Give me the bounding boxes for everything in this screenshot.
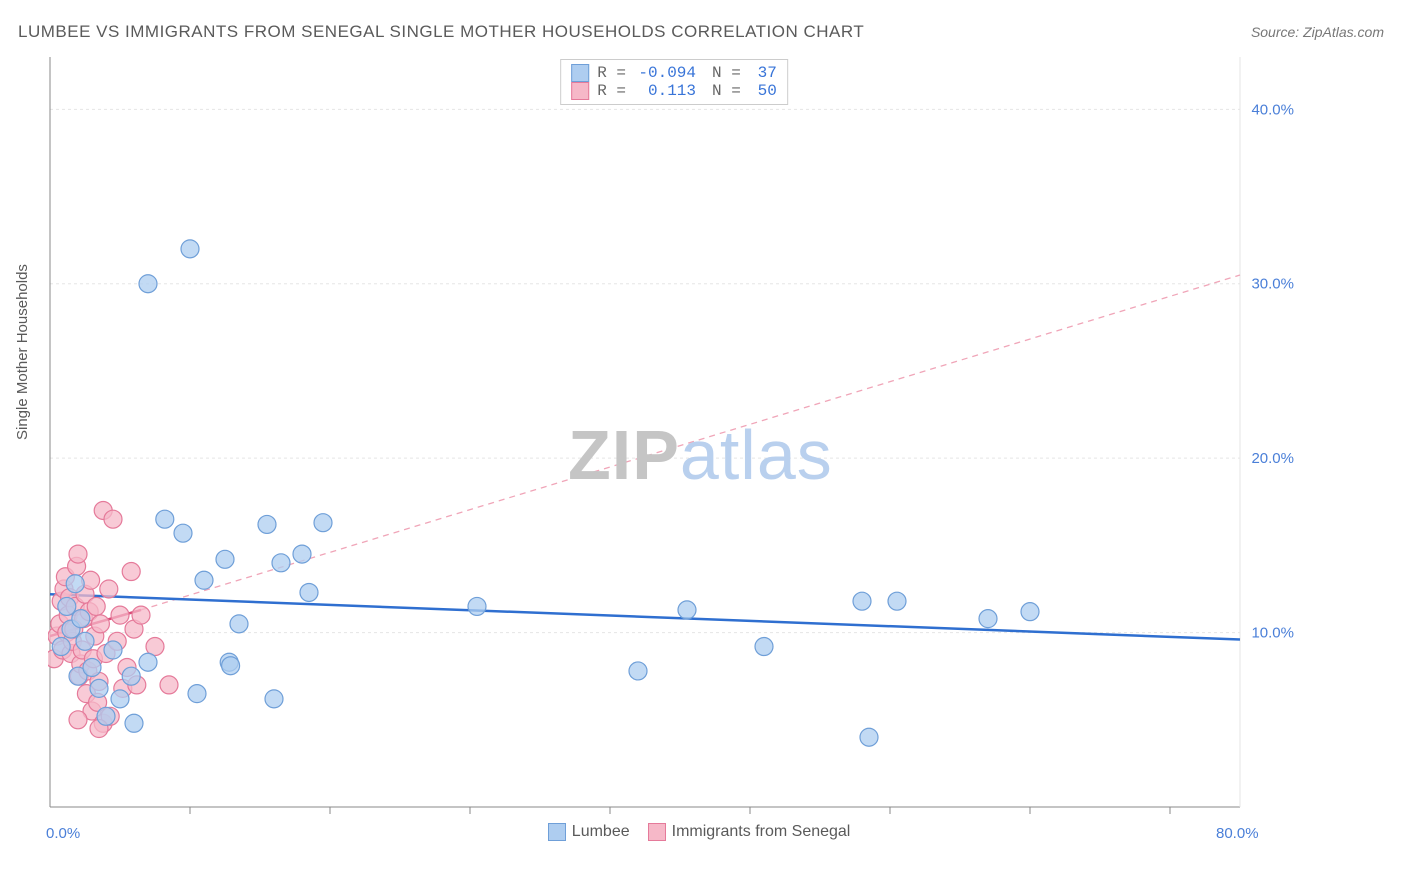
x-axis-max-label: 80.0% (1216, 825, 1259, 842)
swatch-senegal-icon (648, 823, 666, 841)
svg-text:30.0%: 30.0% (1251, 276, 1294, 293)
swatch-senegal-icon (571, 82, 589, 100)
legend-label: Lumbee (572, 823, 630, 841)
series-legend: Lumbee Immigrants from Senegal (548, 823, 851, 841)
plot-area: 10.0% 20.0% 30.0% 40.0% R = -0.094 N = 37 R… (48, 55, 1300, 837)
stats-row-lumbee: R = -0.094 N = 37 (571, 64, 777, 82)
r-value: -0.094 (632, 64, 696, 82)
swatch-lumbee-icon (571, 64, 589, 82)
n-label: N = (712, 64, 741, 82)
n-value: 37 (747, 64, 777, 82)
chart-title: LUMBEE VS IMMIGRANTS FROM SENEGAL SINGLE… (18, 22, 864, 42)
source-attribution: Source: ZipAtlas.com (1251, 24, 1384, 40)
svg-text:10.0%: 10.0% (1251, 625, 1294, 642)
r-value: 0.113 (632, 82, 696, 100)
n-label: N = (712, 82, 741, 100)
n-value: 50 (747, 82, 777, 100)
svg-text:40.0%: 40.0% (1251, 101, 1294, 118)
swatch-lumbee-icon (548, 823, 566, 841)
stats-row-senegal: R = 0.113 N = 50 (571, 82, 777, 100)
r-label: R = (597, 64, 626, 82)
y-axis-label: Single Mother Households (14, 264, 31, 440)
stats-legend: R = -0.094 N = 37 R = 0.113 N = 50 (560, 59, 788, 105)
scatter-plot-svg: 10.0% 20.0% 30.0% 40.0% (48, 55, 1300, 837)
r-label: R = (597, 82, 626, 100)
svg-text:20.0%: 20.0% (1251, 450, 1294, 467)
legend-label: Immigrants from Senegal (672, 823, 851, 841)
legend-item-lumbee: Lumbee (548, 823, 630, 841)
legend-item-senegal: Immigrants from Senegal (648, 823, 851, 841)
x-axis-min-label: 0.0% (46, 825, 80, 842)
